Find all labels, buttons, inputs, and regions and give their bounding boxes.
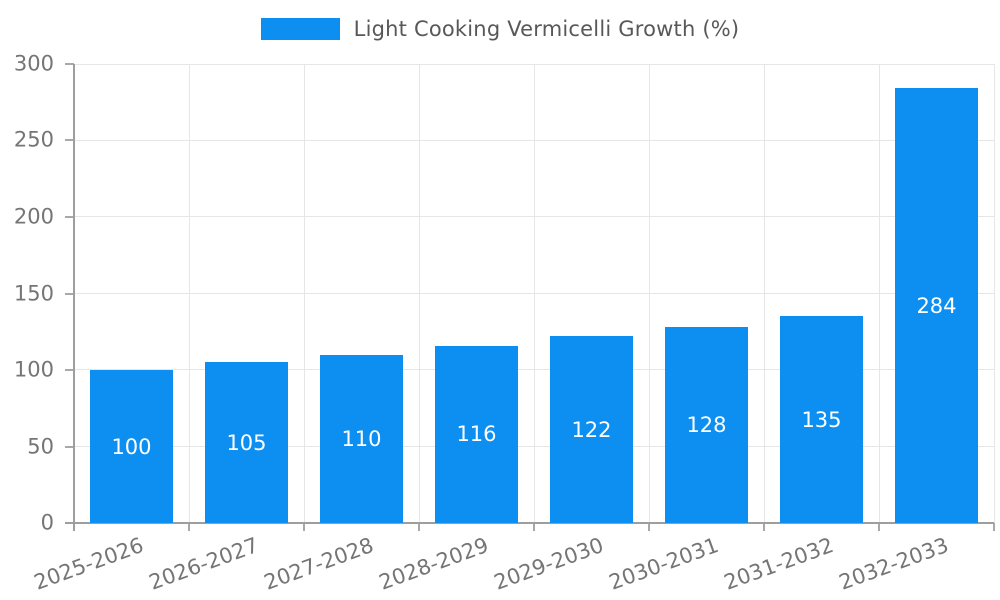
- bar-value-label: 135: [801, 407, 842, 432]
- y-tick: [65, 368, 74, 371]
- bar-value-label: 122: [571, 417, 612, 442]
- y-tick: [65, 63, 74, 65]
- x-tick: [188, 523, 190, 531]
- x-tick: [763, 523, 765, 531]
- x-tick-label: 2025-2026: [30, 533, 147, 595]
- x-tick: [303, 523, 305, 531]
- bar: 284: [895, 88, 978, 523]
- x-tick-label: 2031-2032: [720, 533, 837, 595]
- plot-area: 0 50 100 150 200 250 300 100 105 110 116 122 128 135 2…: [14, 52, 995, 595]
- bar-value-label: 100: [111, 434, 152, 459]
- v-gridline: [188, 64, 190, 523]
- y-tick-label: 0: [40, 510, 54, 535]
- v-gridline: [763, 64, 765, 523]
- x-tick: [418, 523, 420, 531]
- bar-value-label: 116: [456, 422, 497, 447]
- v-gridline: [993, 64, 995, 523]
- bar-value-label: 110: [341, 426, 382, 451]
- y-tick: [65, 139, 74, 142]
- x-tick-label: 2030-2031: [605, 533, 722, 595]
- x-tick-label: 2028-2029: [375, 533, 492, 595]
- v-gridline: [533, 64, 535, 523]
- bar: 116: [435, 345, 518, 523]
- bar: 135: [780, 316, 863, 523]
- legend-label: Light Cooking Vermicelli Growth (%): [353, 17, 740, 41]
- x-tick: [993, 523, 995, 531]
- y-tick-label: 150: [13, 281, 54, 306]
- x-tick: [878, 523, 880, 531]
- y-tick: [65, 215, 74, 218]
- bar-value-label: 105: [226, 430, 267, 455]
- x-axis-line: [65, 522, 994, 524]
- v-gridline: [648, 64, 650, 523]
- bar: 122: [550, 336, 633, 523]
- x-tick-label: 2027-2028: [260, 533, 377, 595]
- y-axis-line: [73, 64, 75, 531]
- v-gridline: [303, 64, 305, 523]
- bar: 128: [665, 327, 748, 523]
- legend-swatch: [260, 18, 340, 40]
- y-tick-label: 300: [13, 51, 54, 76]
- y-tick-label: 200: [13, 204, 54, 229]
- v-gridline: [878, 64, 880, 523]
- y-tick-label: 100: [13, 357, 54, 382]
- v-gridline: [418, 64, 420, 523]
- bar-value-label: 284: [916, 293, 957, 318]
- y-tick-label: 250: [13, 128, 54, 153]
- x-tick-label: 2026-2027: [145, 533, 262, 595]
- bar: 110: [320, 354, 403, 523]
- bar: 100: [90, 370, 173, 523]
- x-tick-label: 2032-2033: [835, 533, 952, 595]
- bar: 105: [205, 362, 288, 523]
- x-tick: [533, 523, 535, 531]
- legend[interactable]: Light Cooking Vermicelli Growth (%): [0, 17, 1000, 41]
- bar-value-label: 128: [686, 413, 727, 438]
- y-tick: [65, 292, 74, 295]
- x-tick: [648, 523, 650, 531]
- y-tick-label: 50: [27, 434, 54, 459]
- y-tick: [65, 445, 74, 448]
- x-tick-label: 2029-2030: [490, 533, 607, 595]
